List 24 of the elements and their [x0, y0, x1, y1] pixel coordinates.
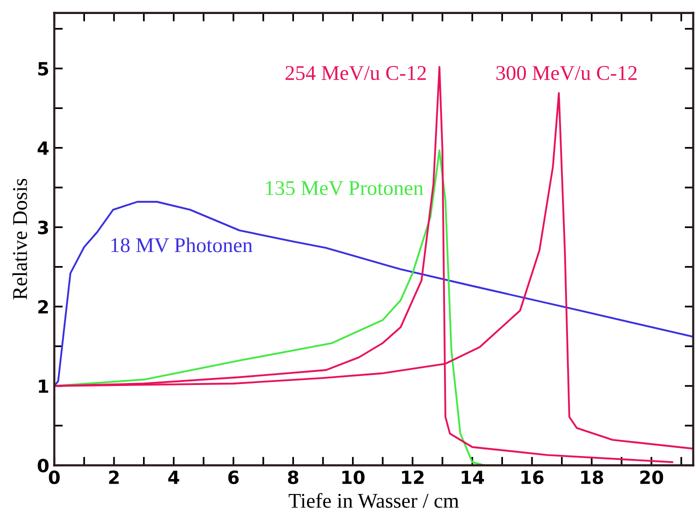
y-tick-label: 3 [38, 220, 48, 234]
x-tick-label: 20 [640, 470, 664, 484]
x-tick-label: 14 [462, 470, 484, 484]
y-tick-label: 1 [38, 380, 48, 393]
series-label: 18 MV Photonen [111, 238, 252, 252]
series-label: 135 MeV Protonen [266, 181, 424, 196]
y-tick-label: 0 [38, 458, 49, 472]
y-tick-label: 2 [38, 300, 48, 314]
x-tick-label: 0 [48, 470, 60, 484]
x-tick-label: 2 [109, 470, 119, 484]
series-label: 300 MeV/u C-12 [496, 66, 637, 80]
line-series [54, 200, 694, 387]
y-tick-label: 5 [38, 62, 48, 76]
x-tick-label: 12 [402, 470, 424, 484]
x-tick-label: 16 [521, 470, 544, 484]
y-tick-label: 4 [38, 142, 49, 155]
x-tick-label: 18 [581, 470, 604, 484]
x-tick-label: 4 [168, 470, 180, 484]
series-label: 254 MeV/u C-12 [286, 66, 426, 80]
y-axis-title: Relative Dosis [12, 178, 28, 300]
x-tick-label: 8 [288, 470, 298, 484]
x-tick-label: 6 [228, 470, 239, 484]
x-axis-title: Tiefe in Wasser / cm [288, 492, 459, 508]
x-tick-label: 10 [342, 470, 365, 484]
